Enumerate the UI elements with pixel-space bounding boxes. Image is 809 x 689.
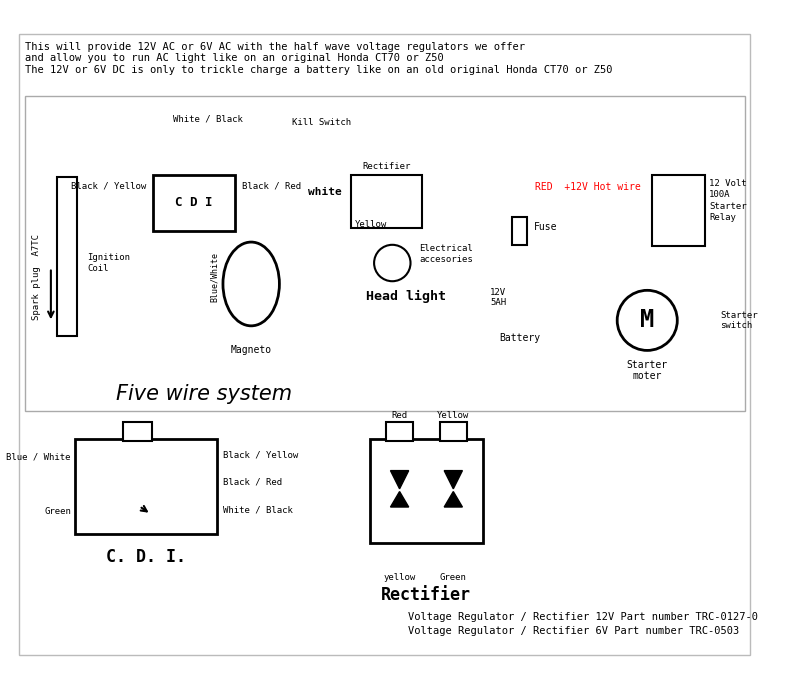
Bar [439,422,467,440]
Bar [386,422,413,440]
Polygon shape [444,491,463,507]
Text: Fuse: Fuse [533,222,557,232]
Text: M: M [640,309,654,332]
Text: Blue / White: Blue / White [6,453,71,462]
Polygon shape [391,491,409,507]
Text: Head light: Head light [366,290,446,303]
Text: Black / Red: Black / Red [223,478,282,487]
Polygon shape [444,471,463,489]
Text: Black / Red: Black / Red [242,181,301,190]
Text: Battery: Battery [499,333,540,343]
Text: Rectifier: Rectifier [381,586,471,604]
Polygon shape [391,471,409,489]
Text: Spark plug  A7TC: Spark plug A7TC [32,234,40,320]
Text: This will provide 12V AC or 6V AC with the half wave voltage regulators we offer: This will provide 12V AC or 6V AC with t… [25,42,613,75]
Bar [153,175,235,231]
Text: Electrical
accesories: Electrical accesories [420,244,473,264]
Text: Red: Red [392,411,408,420]
Text: Ignition
Coil: Ignition Coil [87,254,130,273]
Text: 100A: 100A [709,190,731,199]
Bar [370,439,483,544]
Text: Magneto: Magneto [231,345,272,355]
Text: yellow: yellow [383,573,416,582]
Text: Kill Switch: Kill Switch [292,119,351,127]
Text: Starter
switch: Starter switch [720,311,758,330]
Text: Voltage Regulator / Rectifier 6V Part number TRC-0503: Voltage Regulator / Rectifier 6V Part nu… [408,626,739,637]
Bar [652,175,705,246]
Text: Blue/White: Blue/White [210,251,219,302]
Text: C. D. I.: C. D. I. [105,548,185,566]
Text: Rectifier: Rectifier [362,162,411,171]
Bar [75,439,217,535]
Text: Five wire system: Five wire system [116,384,293,404]
Text: white: white [308,187,342,197]
Bar [25,96,744,411]
Text: 12 Volt: 12 Volt [709,179,747,188]
Text: White / Black: White / Black [172,114,243,124]
Text: Relay: Relay [709,213,736,222]
Text: Starter: Starter [709,202,747,211]
Bar [512,218,527,245]
Text: Black / Yellow: Black / Yellow [71,181,146,190]
Text: Starter
moter: Starter moter [627,360,667,381]
Bar [351,175,422,227]
Text: Black / Yellow: Black / Yellow [223,451,299,460]
Text: Yellow: Yellow [355,220,388,229]
Bar [57,176,78,336]
Bar [123,422,152,440]
Text: Yellow: Yellow [437,411,469,420]
Text: 12V
5AH: 12V 5AH [490,288,506,307]
Text: RED  +12V Hot wire: RED +12V Hot wire [536,183,641,192]
Text: White / Black: White / Black [223,505,293,514]
Text: C D I: C D I [175,196,213,209]
Text: Green: Green [440,573,467,582]
Text: Voltage Regulator / Rectifier 12V Part number TRC-0127-0: Voltage Regulator / Rectifier 12V Part n… [408,612,758,621]
Text: Green: Green [44,507,71,516]
